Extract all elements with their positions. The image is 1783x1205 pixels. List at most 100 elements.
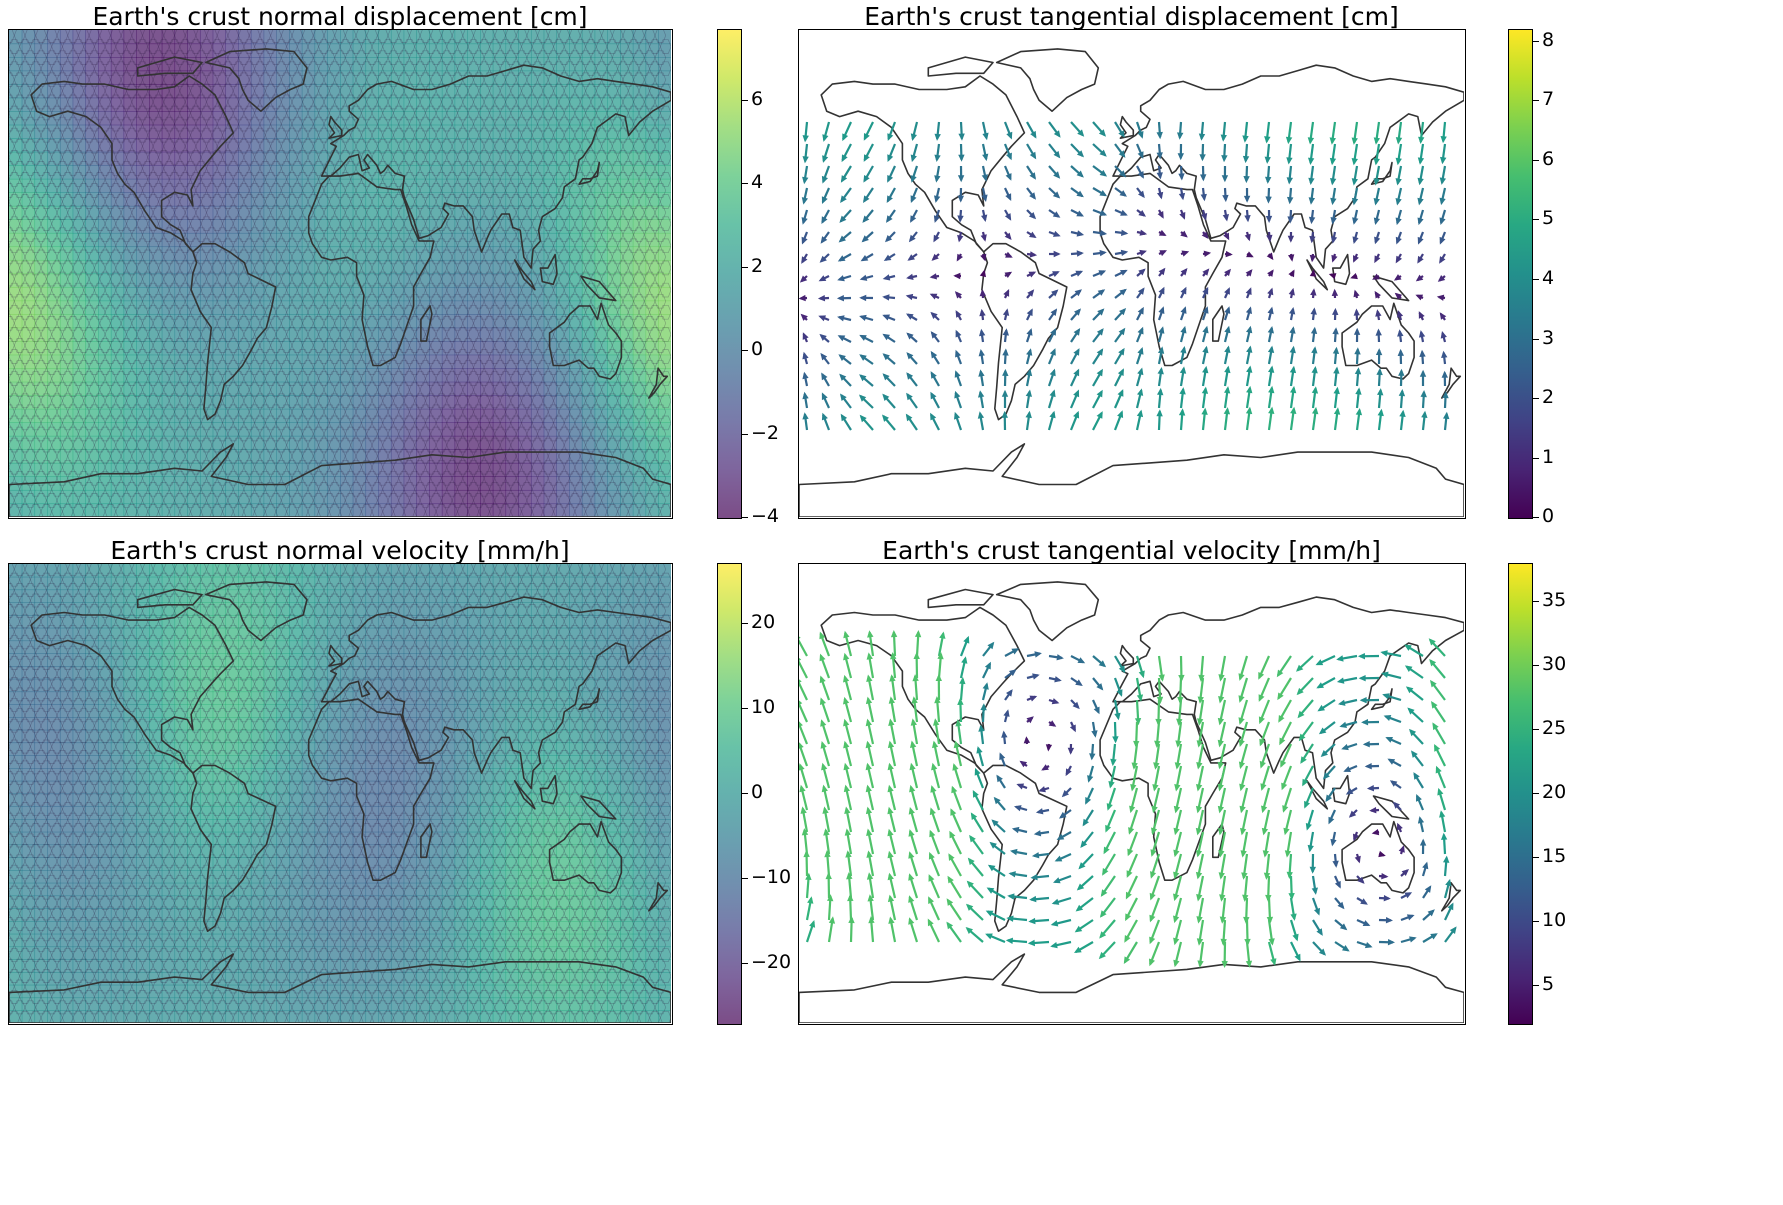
mesh-cell: [59, 246, 74, 261]
mesh-hexagon: [248, 30, 261, 43]
mesh-cell: [34, 259, 48, 275]
vector-arrow: [1288, 253, 1295, 262]
vector-arrow: [1265, 187, 1272, 204]
vector-arrow: [1267, 287, 1274, 299]
mesh-hexagon: [622, 72, 634, 88]
mesh-cell: [492, 192, 507, 207]
mesh-cell: [467, 381, 481, 396]
mesh-cell: [238, 408, 252, 423]
mesh-hexagon: [526, 50, 538, 65]
mesh-cell: [34, 246, 48, 261]
mesh-cell: [620, 192, 634, 207]
mesh-cell: [21, 30, 36, 45]
mesh-cell: [581, 368, 596, 383]
mesh-hexagon: [120, 72, 133, 88]
vector-arrow: [1440, 331, 1447, 343]
mesh-cell: [327, 232, 341, 248]
mesh-cell: [289, 422, 303, 437]
mesh-cell: [85, 165, 99, 180]
mesh-cell: [98, 219, 112, 234]
vector-arrow: [910, 165, 919, 183]
mesh-hexagon: [216, 30, 229, 43]
mesh-cell: [620, 341, 634, 356]
vector-arrow: [1200, 165, 1207, 182]
mesh-cell: [301, 259, 316, 275]
mesh-hexagon: [291, 94, 303, 110]
mesh-hexagon: [286, 61, 298, 77]
mesh-cell: [378, 124, 392, 139]
mesh-cell: [594, 178, 608, 193]
mesh-cell: [441, 273, 456, 288]
mesh-hexagon: [350, 39, 362, 54]
mesh-cell: [365, 489, 379, 505]
mesh-cell: [314, 435, 328, 450]
mesh-cell: [238, 70, 252, 85]
mesh-hexagon: [232, 39, 245, 54]
mesh-cell: [289, 435, 303, 450]
mesh-cell: [441, 259, 456, 275]
mesh-cell: [454, 219, 468, 234]
mesh-cell: [505, 314, 519, 329]
mesh-cell: [658, 70, 671, 85]
mesh-hexagon: [606, 39, 618, 54]
mesh-cell: [327, 395, 341, 410]
mesh-cell: [276, 111, 290, 126]
mesh-cell: [530, 192, 545, 207]
mesh-cell: [365, 205, 379, 220]
mesh-cell: [518, 476, 532, 491]
mesh-cell: [85, 57, 99, 72]
mesh-cell: [530, 422, 545, 437]
vector-arrow: [1440, 143, 1447, 165]
mesh-hexagon: [30, 39, 42, 54]
mesh-cell: [403, 503, 417, 517]
mesh-cell: [645, 57, 659, 72]
vector-arrow: [1136, 209, 1146, 217]
vector-arrow: [981, 209, 988, 222]
mesh-cell: [250, 165, 265, 180]
vector-arrow: [1353, 289, 1360, 299]
mesh-cell: [416, 84, 430, 99]
mesh-cell: [21, 408, 36, 423]
mesh-cell: [149, 111, 163, 126]
mesh-hexagon: [334, 94, 346, 110]
mesh-hexagon: [473, 50, 485, 65]
mesh-hexagon: [355, 72, 368, 88]
mesh-cell: [658, 111, 671, 126]
mesh-cell: [9, 422, 23, 437]
mesh-cell: [85, 449, 99, 464]
mesh-cell: [518, 192, 532, 207]
mesh-cell: [301, 341, 316, 356]
mesh-cell: [658, 341, 671, 356]
mesh-hexagon: [339, 39, 352, 54]
mesh-cell: [429, 408, 443, 423]
mesh-cell: [620, 422, 634, 437]
mesh-hexagon: [425, 61, 437, 77]
mesh-cell: [365, 232, 379, 248]
mesh-cell: [34, 205, 48, 220]
vector-arrow: [1047, 348, 1056, 365]
mesh-cell: [21, 327, 36, 342]
vector-arrow: [930, 350, 940, 365]
mesh-hexagon: [531, 39, 544, 54]
mesh-cell: [72, 178, 86, 193]
mesh-cell: [556, 124, 570, 139]
mesh-cell: [543, 259, 558, 275]
mesh-cell: [85, 287, 99, 302]
mesh-cell: [403, 232, 417, 248]
mesh-cell: [441, 111, 456, 126]
mesh-cell: [390, 151, 405, 166]
mesh-cell: [199, 287, 214, 302]
mesh-cell: [9, 138, 23, 153]
mesh-hexagon: [13, 30, 26, 43]
mesh-hexagon: [425, 83, 437, 99]
mesh-cell: [47, 300, 61, 315]
mesh-cell: [340, 300, 354, 315]
mesh-cell: [530, 381, 545, 396]
vector-arrow: [799, 294, 808, 302]
mesh-cell: [340, 449, 354, 464]
mesh-cell: [632, 124, 647, 139]
mesh-cell: [110, 259, 125, 275]
mesh-hexagon: [323, 30, 336, 43]
mesh-cell: [34, 381, 48, 396]
mesh-cell: [454, 97, 468, 112]
